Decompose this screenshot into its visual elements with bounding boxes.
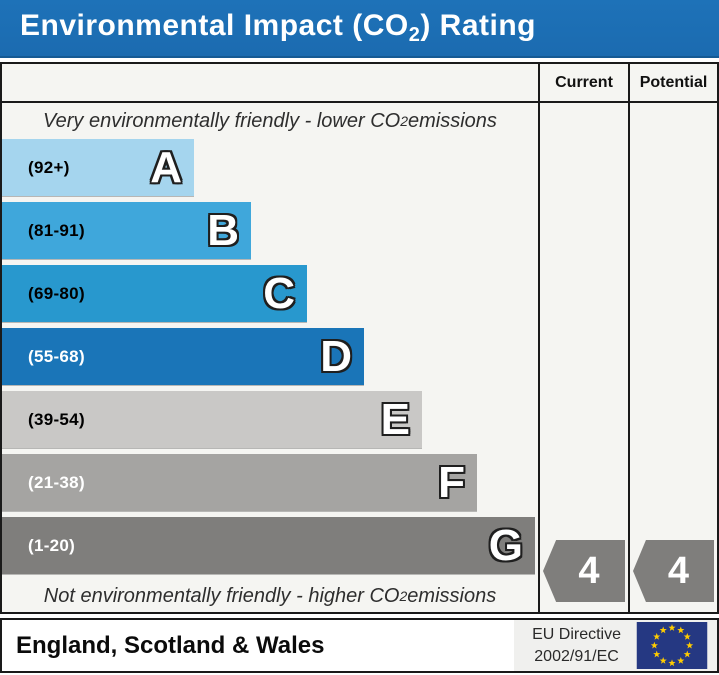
band-range-label: (92+): [28, 157, 70, 177]
current-rating-value: 4: [578, 549, 600, 592]
note-co2-subscript: 2: [399, 588, 408, 604]
band-letter-label: B: [207, 205, 239, 255]
potential-column-header: Potential: [628, 64, 717, 103]
eu-flag-icon: [636, 622, 708, 669]
title-co2-subscript: 2: [408, 24, 421, 46]
note-co2-subscript: 2: [400, 113, 409, 129]
band-letter-label: C: [263, 268, 295, 318]
band-bar-d: (55-68) D: [2, 328, 364, 385]
band-range-label: (55-68): [28, 346, 85, 366]
band-row-d: (55-68) D: [2, 328, 538, 385]
band-range-label: (1-20): [28, 535, 76, 555]
band-bar-e: (39-54) E: [2, 391, 422, 448]
top-note: Very environmentally friendly - lower CO…: [43, 109, 497, 132]
potential-rating-value: 4: [667, 549, 690, 592]
band-row-c: (69-80) C: [2, 265, 538, 322]
table-corner-cell: [2, 64, 538, 103]
band-letter-label: F: [438, 457, 465, 507]
footer-directive-block: EU Directive 2002/91/EC: [514, 620, 717, 671]
bottom-note: Not environmentally friendly - higher CO…: [43, 584, 497, 607]
band-range-label: (81-91): [28, 220, 85, 240]
potential-rating-column: 4: [628, 103, 717, 612]
band-range-label: (21-38): [28, 472, 85, 492]
band-row-g: (1-20) G: [2, 517, 538, 574]
region-label: England, Scotland & Wales: [16, 631, 325, 659]
band-bar-g: (1-20) G: [2, 517, 535, 574]
band-letter-label: E: [380, 394, 410, 444]
potential-rating-arrow: 4: [633, 540, 714, 602]
bands-panel: Very environmentally friendly - lower CO…: [2, 103, 538, 612]
band-row-b: (81-91) B: [2, 202, 538, 259]
band-letter-label: D: [320, 331, 352, 381]
band-bar-b: (81-91) B: [2, 202, 251, 259]
title-banner: Environmental Impact (CO2) Rating: [0, 0, 719, 58]
band-row-e: (39-54) E: [2, 391, 538, 448]
band-range-label: (39-54): [28, 409, 85, 429]
epc-rating-table: Current Potential Very environmentally f…: [0, 62, 719, 614]
current-column-header: Current: [538, 64, 628, 103]
band-list: (92+) A (81-91) B (69-80) C (55-68) D (39-54) E (2…: [2, 139, 538, 580]
band-letter-label: A: [150, 142, 182, 192]
current-rating-arrow: 4: [543, 540, 625, 602]
eu-directive-text: EU Directive 2002/91/EC: [532, 625, 621, 665]
footer-bar: England, Scotland & Wales EU Directive 2…: [0, 618, 719, 673]
band-row-f: (21-38) F: [2, 454, 538, 511]
band-row-a: (92+) A: [2, 139, 538, 196]
page-title: Environmental Impact (CO2) Rating: [20, 9, 537, 46]
band-bar-f: (21-38) F: [2, 454, 477, 511]
band-letter-label: G: [488, 520, 523, 570]
band-bar-c: (69-80) C: [2, 265, 307, 322]
current-rating-column: 4: [538, 103, 628, 612]
band-bar-a: (92+) A: [2, 139, 194, 196]
band-range-label: (69-80): [28, 283, 85, 303]
